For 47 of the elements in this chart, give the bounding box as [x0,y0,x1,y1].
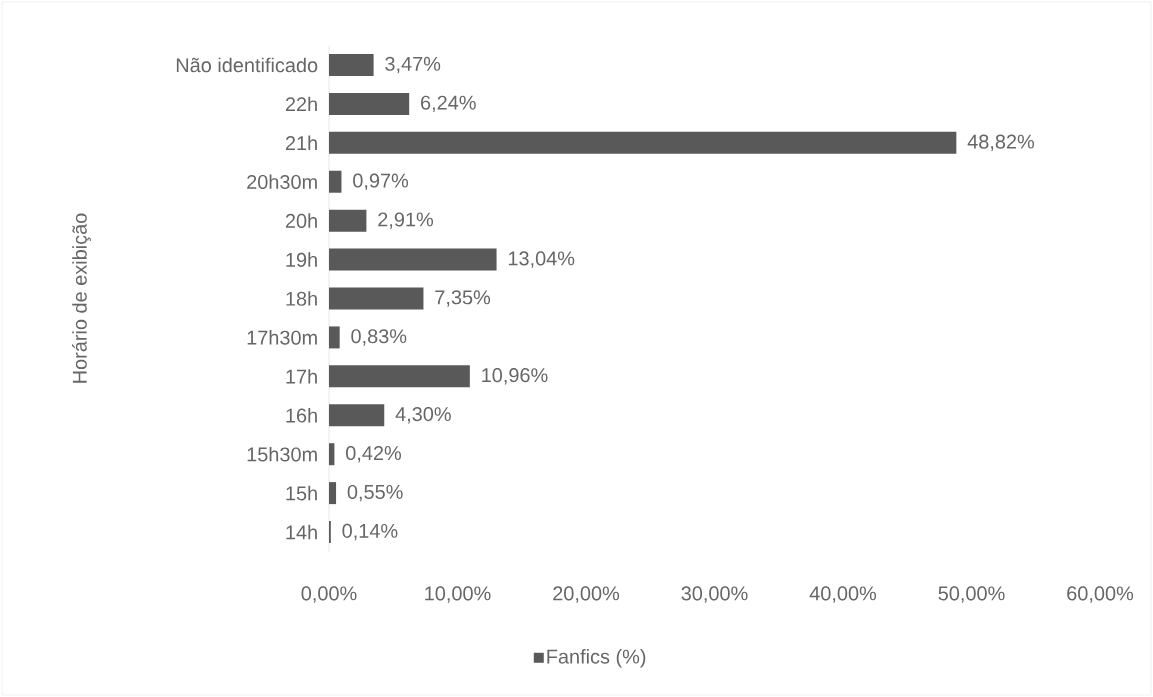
y-tick-label: 22h [285,96,317,112]
y-tick-label: 19h [286,252,317,267]
x-tick-label: 50,00% [938,586,1005,603]
y-tick-label: 20h [285,213,317,228]
data-label: 0,55% [347,484,403,502]
data-label: 6,24% [421,95,476,113]
x-tick-label: 10,00% [425,586,491,603]
bar [329,131,957,154]
bar [329,53,374,76]
bar [329,209,367,232]
legend-label: Fanfics (%) [547,649,646,668]
y-axis-title: Horário de exibição [71,213,91,383]
y-tick-label: 21h [285,135,317,151]
bar [329,443,335,466]
data-label: 2,91% [378,212,434,229]
bar [329,248,497,271]
y-tick-label: 14h [286,524,317,540]
bar [329,404,385,427]
data-label: 3,47% [385,56,441,74]
y-tick-label: 17h30m [247,330,317,345]
data-label: 0,83% [351,329,407,346]
bar [329,287,424,310]
y-tick-label: 17h [286,369,317,384]
bar [329,482,337,505]
y-tick-label: 18h [286,291,317,306]
y-tick-label: 15h30m [247,446,317,462]
data-label: 0,14% [342,523,398,541]
data-label: 13,04% [508,251,575,268]
bar [329,365,470,388]
data-label: 0,42% [346,445,402,463]
bar [329,326,340,349]
data-label: 10,96% [482,368,548,385]
y-tick-label: 15h [286,485,317,501]
data-label: 7,35% [435,290,491,307]
data-label: 48,82% [967,134,1035,152]
bar [329,92,410,115]
bar [329,170,342,193]
y-tick-label: 20h30m [247,174,317,190]
x-tick-label: 20,00% [553,586,620,603]
x-tick-label: 60,00% [1067,586,1134,603]
x-tick-label: 40,00% [809,586,877,603]
data-label: 4,30% [395,407,451,424]
data-label: 0,97% [353,173,409,190]
x-tick-label: 0,00% [301,586,357,603]
y-tick-label: Não identificado [176,57,318,73]
x-tick-label: 30,00% [681,586,748,603]
y-tick-label: 16h [286,407,317,423]
